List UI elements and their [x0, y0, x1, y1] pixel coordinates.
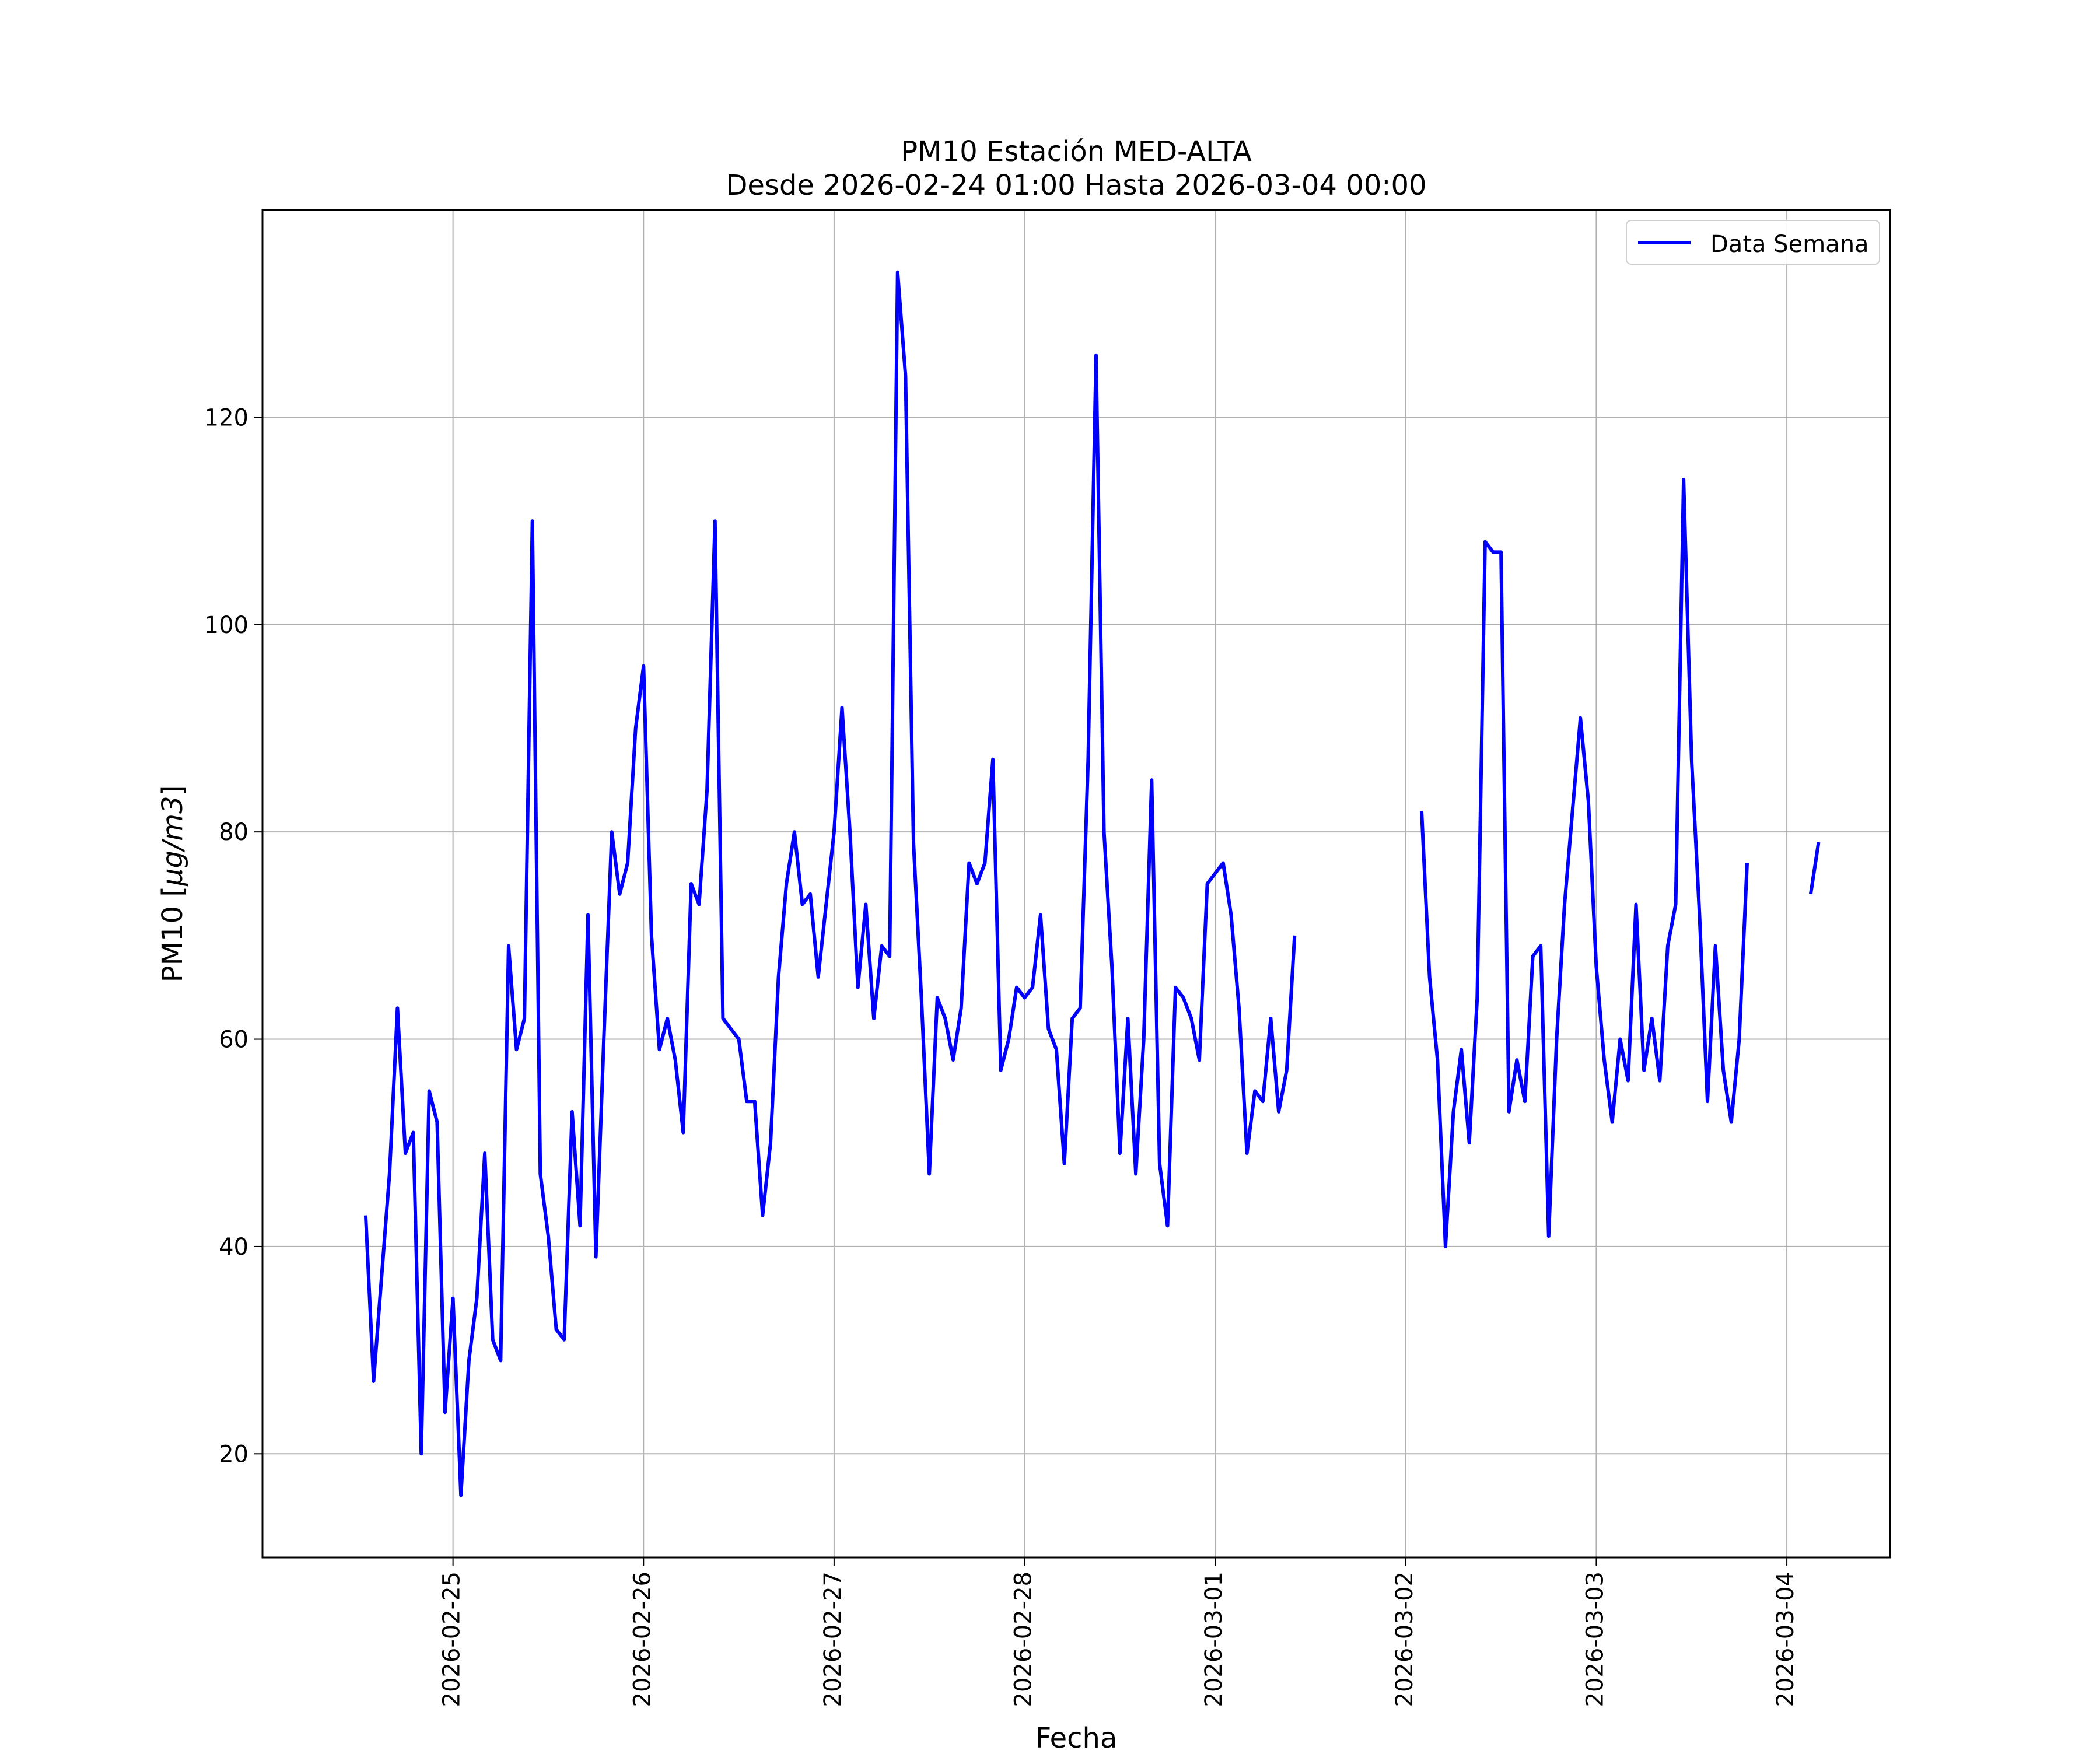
legend: Data Semana — [1626, 220, 1880, 265]
y-tick-label: 40 — [219, 1234, 249, 1261]
x-tick-label: 2026-02-28 — [1010, 1572, 1037, 1707]
y-axis-label-close: ] — [156, 785, 189, 796]
x-tick-label: 2026-03-02 — [1391, 1572, 1418, 1707]
y-tick-label: 100 — [204, 612, 249, 639]
x-tick-label: 2026-02-25 — [439, 1572, 466, 1707]
x-tick-label: 2026-02-27 — [820, 1572, 846, 1707]
x-tick-label: 2026-02-26 — [629, 1572, 656, 1707]
series-line-data-semana — [363, 270, 1297, 1497]
y-axis-ticks: 20 40 60 80 100 120 — [204, 404, 262, 1468]
chart-subtitle: Desde 2026-02-24 01:00 Hasta 2026-03-04 … — [726, 169, 1426, 202]
y-tick-label: 120 — [204, 404, 249, 431]
plot-frame — [261, 209, 1891, 1559]
y-tick-label: 60 — [219, 1027, 249, 1054]
x-tick-label: 2026-03-04 — [1772, 1572, 1799, 1707]
x-axis-label: Fecha — [1035, 1722, 1118, 1750]
x-tick-label: 2026-03-01 — [1200, 1572, 1227, 1707]
legend-label-data-semana: Data Semana — [1710, 231, 1869, 258]
x-axis-ticks: 2026-02-25 2026-02-26 2026-02-27 2026-02-28… — [439, 1558, 1799, 1707]
series-line-data-semana — [1420, 478, 1749, 1248]
y-tick-label: 20 — [219, 1441, 249, 1468]
legend-box — [1626, 220, 1880, 265]
y-axis-label-unit: μg/m3 — [156, 796, 189, 886]
chart-title: PM10 Estación MED-ALTA — [901, 135, 1252, 168]
y-tick-label: 80 — [219, 819, 249, 846]
grid-lines — [262, 210, 1890, 1558]
series-line-data-semana — [1808, 842, 1821, 895]
y-axis-label: PM10 [μg/m3] — [156, 785, 189, 983]
series-layer — [363, 270, 1821, 1497]
x-tick-label: 2026-03-03 — [1581, 1572, 1608, 1707]
y-axis-label-text: PM10 [ — [156, 886, 189, 982]
